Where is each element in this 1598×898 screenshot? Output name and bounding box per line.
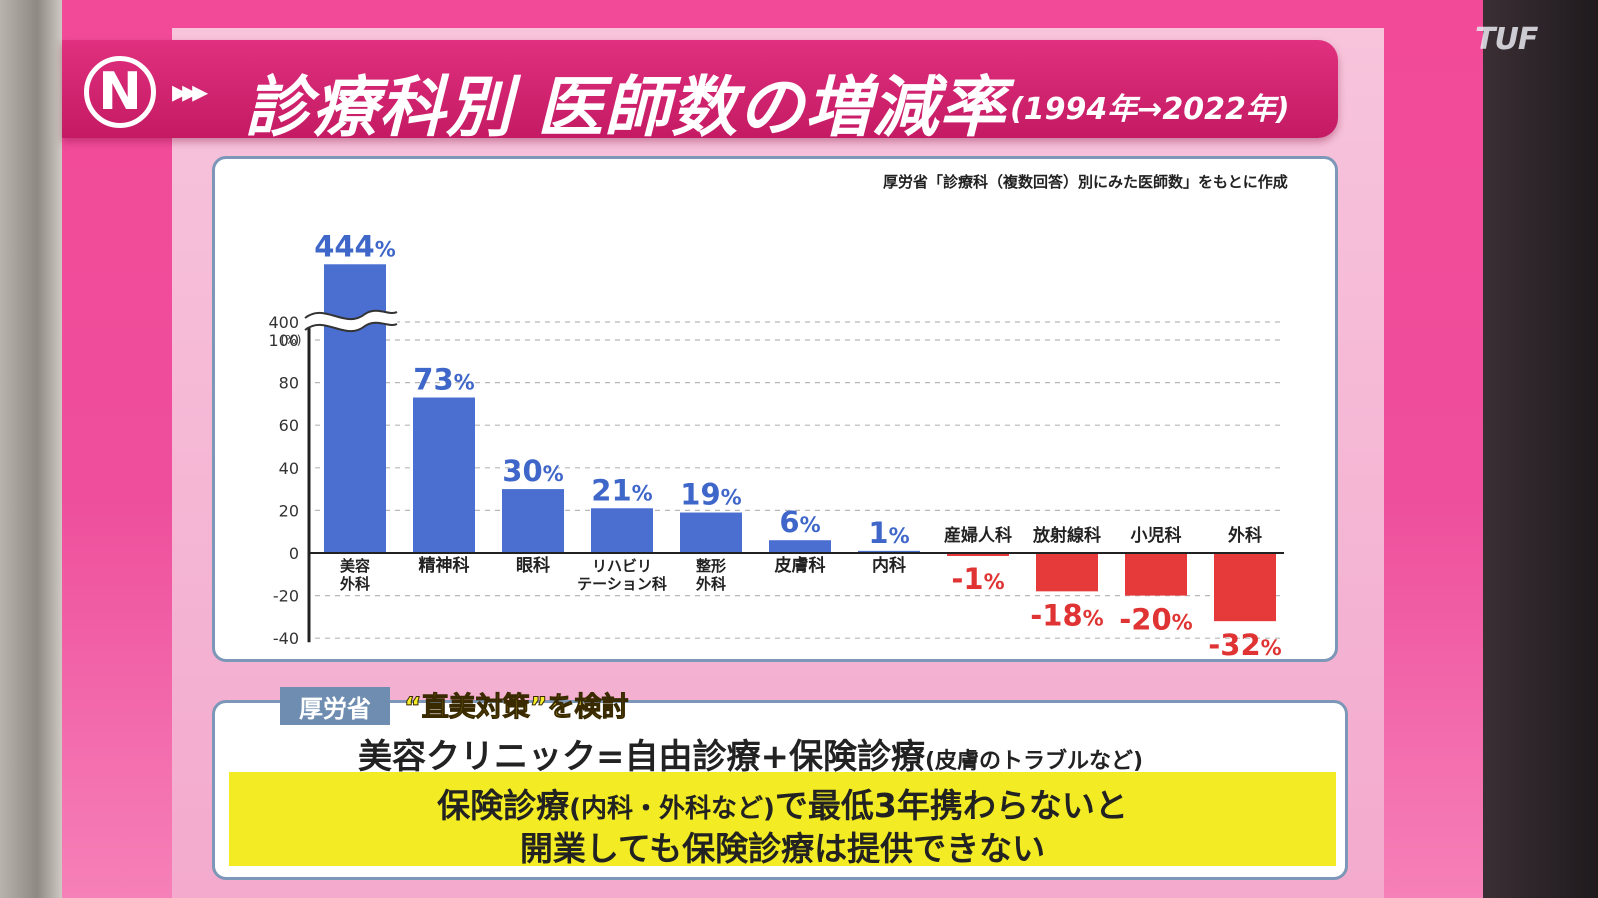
category-label: 外科: [339, 575, 370, 593]
y-tick-label: 0: [289, 544, 299, 563]
highlight-box: [229, 772, 1336, 866]
category-label: 整形: [696, 557, 726, 575]
bar: [502, 489, 564, 553]
category-label: 産婦人科: [944, 525, 1012, 546]
axis-break-line: [304, 309, 398, 321]
title-bar: [62, 40, 1338, 138]
category-label: 放射線科: [1032, 525, 1101, 546]
y-tick-label: -20: [273, 587, 299, 606]
data-label: -20%: [1119, 603, 1192, 637]
data-label: 19%: [680, 478, 741, 512]
data-label: -1%: [951, 562, 1004, 596]
y-tick-label: 400: [268, 313, 299, 332]
n-logo-icon: N: [84, 56, 156, 128]
background-right: [1483, 0, 1598, 898]
data-label: 73%: [413, 363, 474, 397]
data-label: 6%: [779, 505, 820, 539]
y-tick-label: -40: [273, 629, 299, 648]
bar: [1214, 553, 1276, 622]
y-tick-label: 100: [268, 331, 299, 350]
formula-main: 美容クリニック=自由診療+保険診療: [358, 737, 925, 777]
axis-break-line: [304, 321, 398, 333]
formula-note: (皮膚のトラブルなど): [924, 749, 1144, 774]
category-label: 美容: [340, 557, 370, 575]
category-label: 内科: [872, 555, 906, 576]
highlight-line-2: 開業しても保険診療は提供できない: [519, 829, 1046, 868]
bar: [413, 397, 475, 553]
broadcaster-logo: TUF: [1475, 22, 1538, 57]
axis-break-fill: [305, 310, 397, 332]
data-label: -18%: [1030, 598, 1103, 632]
bar: [1036, 553, 1098, 592]
data-label: -32%: [1208, 628, 1281, 662]
y-tick-label: 20: [279, 501, 299, 520]
bar: [769, 540, 831, 553]
y-axis-label: (%): [281, 333, 302, 347]
page-title: 診療科別 医師数の増減率: [245, 69, 1006, 146]
y-tick-label: 40: [279, 459, 299, 478]
highlight-line-1-b: で最低3年携わらないと: [774, 786, 1128, 825]
category-label: 精神科: [419, 555, 470, 576]
bar: [324, 264, 386, 553]
category-label: 皮膚科: [775, 555, 826, 576]
bar: [947, 553, 1009, 556]
formula-line: 美容クリニック=自由診療+保険診療(皮膚のトラブルなど): [358, 729, 1143, 778]
category-label: 眼科: [516, 555, 550, 576]
source-note: 厚労省「診療科（複数回答）別にみた医師数」をもとに作成: [883, 173, 1288, 191]
category-label: 小児科: [1131, 525, 1182, 546]
category-label: リハビリ: [592, 557, 652, 575]
highlight-line-1-paren: (内科・外科など): [569, 794, 775, 824]
page-subtitle: (1994年→2022年): [1010, 92, 1290, 127]
agency-tag: 厚労省: [280, 687, 390, 725]
y-tick-label: 80: [279, 374, 299, 393]
background-left: [0, 0, 62, 898]
bar: [680, 512, 742, 553]
bar: [591, 508, 653, 553]
category-label: テーション科: [577, 575, 667, 593]
data-label: 444%: [314, 229, 396, 263]
topic-label: “直美対策”を検討: [404, 692, 629, 724]
bar: [1125, 553, 1187, 596]
highlight-line-1: 保険診療(内科・外科など)で最低3年携わらないと: [229, 779, 1336, 827]
data-label: 30%: [502, 454, 563, 488]
data-label: 1%: [868, 516, 909, 550]
data-label: 21%: [591, 473, 652, 507]
y-tick-label: 60: [279, 416, 299, 435]
category-label: 外科: [1228, 525, 1262, 546]
category-label: 外科: [695, 575, 726, 593]
highlight-line-1-a: 保険診療: [437, 786, 570, 825]
